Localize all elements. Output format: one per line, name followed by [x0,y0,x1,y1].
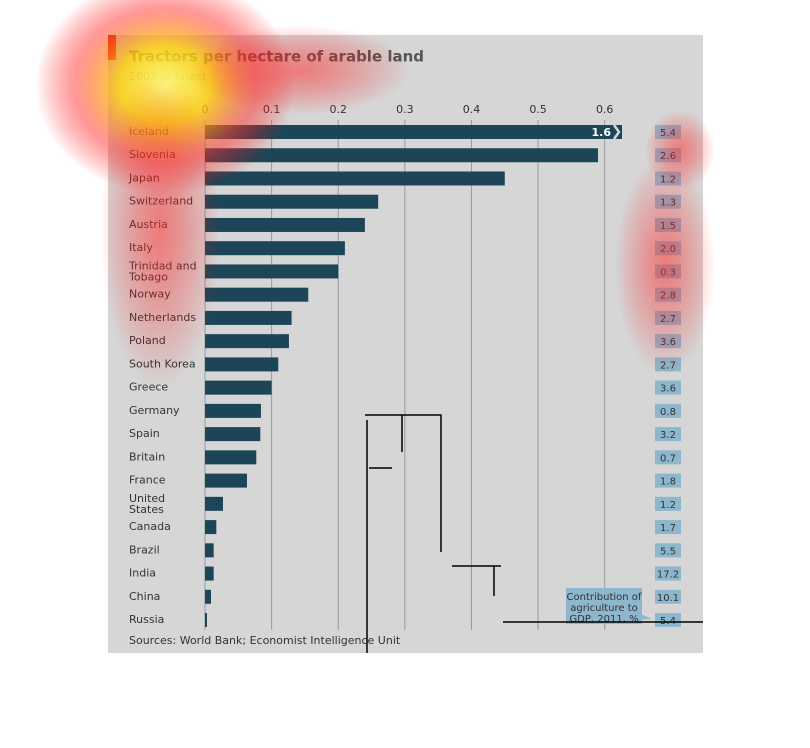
category-label: Spain [129,427,160,440]
side-value: 5.4 [660,128,676,139]
bar [205,520,217,535]
side-value: 0.7 [660,453,676,464]
bar [205,264,339,279]
side-box [655,566,681,581]
category-label: Russia [129,613,164,626]
x-tick-label: 0.4 [463,103,481,116]
category-label: Slovenia [129,148,176,161]
side-value: 3.6 [660,384,676,395]
side-value: 0.3 [660,267,676,278]
x-tick-label: 0.6 [596,103,614,116]
category-label: Germany [129,404,180,417]
bar [205,357,279,372]
category-label: India [129,567,156,580]
value-label: 1.6 [592,126,612,139]
side-box [655,403,681,418]
side-box [655,450,681,465]
category-label: Austria [129,218,168,231]
category-label: Japan [128,171,160,184]
side-value: 1.8 [660,477,676,488]
bar [205,403,261,418]
side-box [655,380,681,395]
bar [205,334,289,349]
chart-title: Tractors per hectare of arable land [129,48,424,66]
axis-break [612,124,621,140]
bar [205,473,247,488]
category-label: South Korea [129,357,196,370]
category-label: Switzerland [129,195,193,208]
category-label: Brazil [129,543,160,556]
category-label: Netherlands [129,311,196,324]
category-label: Iceland [129,125,169,138]
side-value: 2.8 [660,291,676,302]
bar [205,613,207,628]
side-value: 1.7 [660,523,676,534]
bar [205,171,505,186]
category-label: Britain [129,450,165,463]
x-tick-label: 0 [202,103,209,116]
side-value: 2.7 [660,360,676,371]
side-value: 5.5 [660,546,676,557]
side-value: 1.2 [660,500,676,511]
overlay-lines [365,414,703,653]
red-tab [108,35,116,60]
category-label: Canada [129,520,171,533]
x-tick-label: 0.5 [529,103,547,116]
bar [205,496,223,511]
side-value: 1.2 [660,174,676,185]
side-value: 3.6 [660,337,676,348]
chart-subtitle: 2007 or latest [129,70,207,83]
bar [205,148,599,163]
bar [205,589,211,604]
category-label: Norway [129,288,171,301]
category-label: China [129,590,160,603]
side-box [655,427,681,442]
side-box [655,543,681,558]
bar [205,287,309,302]
side-box [655,613,681,628]
side-box [655,473,681,488]
side-value: 2.7 [660,314,676,325]
side-box [655,520,681,535]
bar [205,380,272,395]
bar [205,543,214,558]
x-tick-label: 0.3 [396,103,414,116]
category-label: Poland [129,334,166,347]
side-box [655,589,681,604]
x-tick-label: 0.2 [329,103,347,116]
bar [205,217,365,232]
bar [205,125,622,139]
side-value: 0.8 [660,407,676,418]
source: Sources: World Bank; Economist Intellige… [129,634,401,647]
category-label: France [129,474,166,487]
bar [205,241,345,256]
callout-box [566,588,642,624]
side-value: 3.2 [660,430,676,441]
callout-pointer [636,612,652,620]
category-label: Italy [129,241,153,254]
x-tick-label: 0.1 [263,103,281,116]
side-value: 1.3 [660,198,676,209]
category-label: United States [129,492,165,516]
side-value: 2.0 [660,244,676,255]
bar [205,566,214,581]
bar [205,427,261,442]
side-box [655,496,681,511]
bar [205,194,379,209]
side-value: 1.5 [660,221,676,232]
bar [205,450,257,465]
side-value: 10.1 [657,593,679,604]
bar [205,310,292,325]
overlay-line [365,414,442,552]
side-value: 17.2 [657,570,679,581]
callout-label: Contribution of agriculture to GDP, 2011, … [567,592,642,625]
category-label: Greece [129,381,168,394]
side-value: 2.6 [660,151,676,162]
